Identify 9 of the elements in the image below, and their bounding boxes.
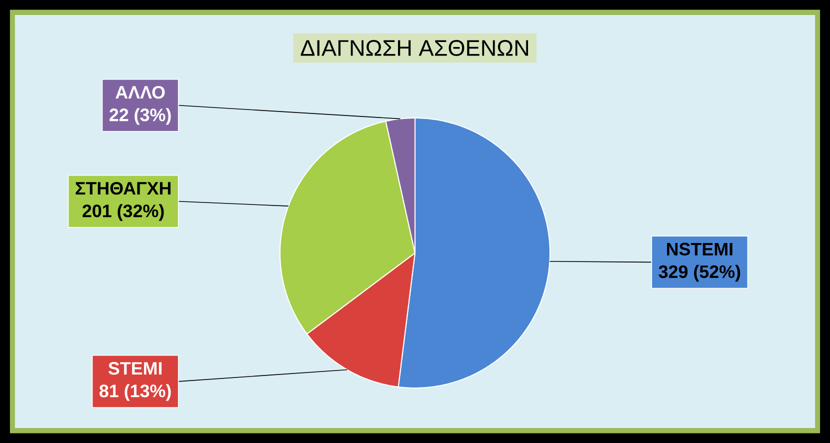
slice-label: NSTEMI	[667, 242, 732, 256]
chart-title: ΔΙΑΓΝΩΣΗ ΑΣΘΕΝΩΝ	[300, 40, 528, 56]
data-label: 201 (32%)	[82, 204, 164, 221]
data-label: 22 (3%)	[110, 108, 171, 125]
data-label: 81 (13%)	[100, 384, 171, 401]
slice-label: ΣΤΗΘΑΓΧΗ	[76, 182, 171, 195]
data-label: 329 (52%)	[658, 264, 740, 282]
slice-label: ΑΛΛΟ	[116, 86, 165, 99]
slice-label: STEMI	[108, 362, 162, 375]
